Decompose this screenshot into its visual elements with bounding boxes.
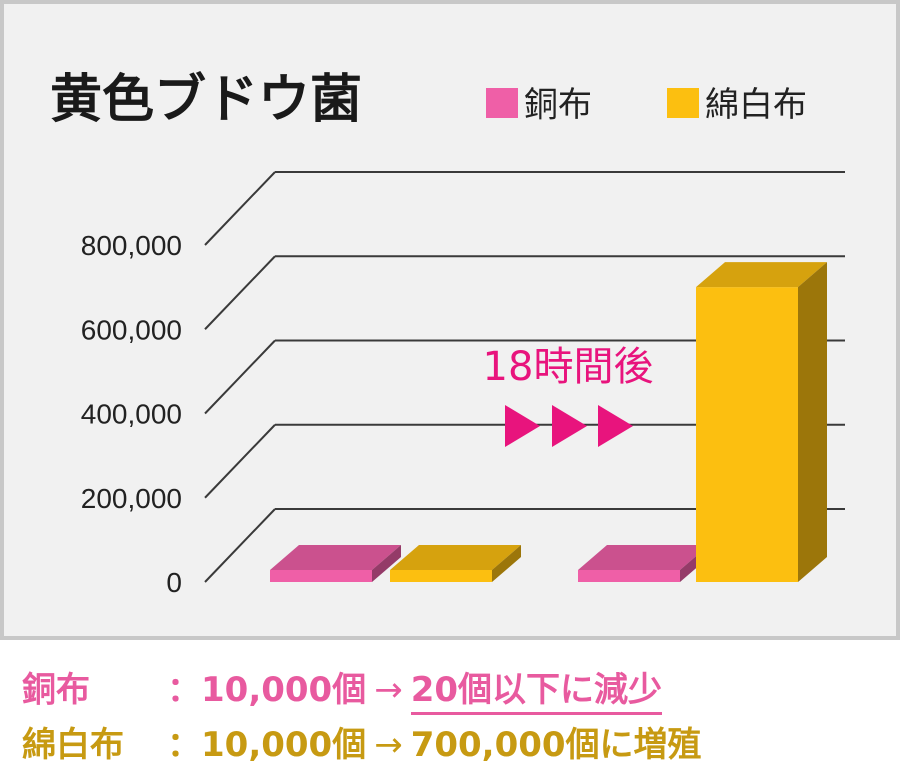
gridline-diagonal [204,255,276,330]
bar-1-0-side [492,545,521,582]
y-tick-label: 0 [166,567,182,598]
footer-copper-result: 20個以下に減少 [410,670,663,715]
y-tick-label: 600,000 [81,314,182,345]
footer-line-copper: 銅布 ：10,000個 → 20個以下に減少 [22,662,663,715]
gridline-diagonal [204,424,276,499]
y-tick-label: 200,000 [81,483,182,514]
legend-swatch-0 [486,88,518,118]
footer-copper-label: 銅布 [22,670,124,710]
chart-title: 黄色ブドウ菌 [50,70,362,130]
bar-0-1-front [578,570,680,582]
legend-label-0: 銅布 [524,85,592,125]
footer-cotton-label: 綿白布 [22,725,124,765]
footer-line-cotton: 綿白布 ：10,000個 → 700,000個に増殖 [22,717,702,766]
bar-1-1-front [696,287,798,582]
play-arrow-icon [505,405,540,447]
play-arrow-icon [598,405,633,447]
footer-cotton-count: 10,000個 [201,725,367,765]
bar-1-0-top [390,545,521,570]
bar-0-0-front [270,570,372,582]
footer-copper-count: 10,000個 [201,670,367,710]
legend-label-1: 綿白布 [705,85,807,125]
play-arrow-icon [552,405,587,447]
y-tick-label: 400,000 [81,399,182,430]
chart: 0 200,000 400,000 600,000 800,000 黄色ブドウ菌 銅布 綿白布… [50,70,845,598]
y-tick-label: 800,000 [81,230,182,261]
bar-1-1-side [798,262,827,582]
annotation-text: 18時間後 [483,344,654,390]
footer-cotton-colon: ： [167,725,201,765]
bar-0-1-top [578,545,709,570]
legend-swatch-1 [667,88,699,118]
bar-0-0-side [372,545,401,582]
bar-1-1-top [696,262,827,288]
bar-0-0-top [270,545,401,570]
gridline-diagonal [204,339,276,415]
footer-cotton-arrow: → [374,725,403,765]
footer-cotton-result: 700,000個に増殖 [410,725,702,765]
footer-copper-arrow: → [374,670,403,710]
gridline-diagonal [204,508,276,583]
gridline-diagonal [204,171,276,246]
bar-1-0-front [390,570,492,582]
footer-copper-colon: ： [167,670,201,710]
